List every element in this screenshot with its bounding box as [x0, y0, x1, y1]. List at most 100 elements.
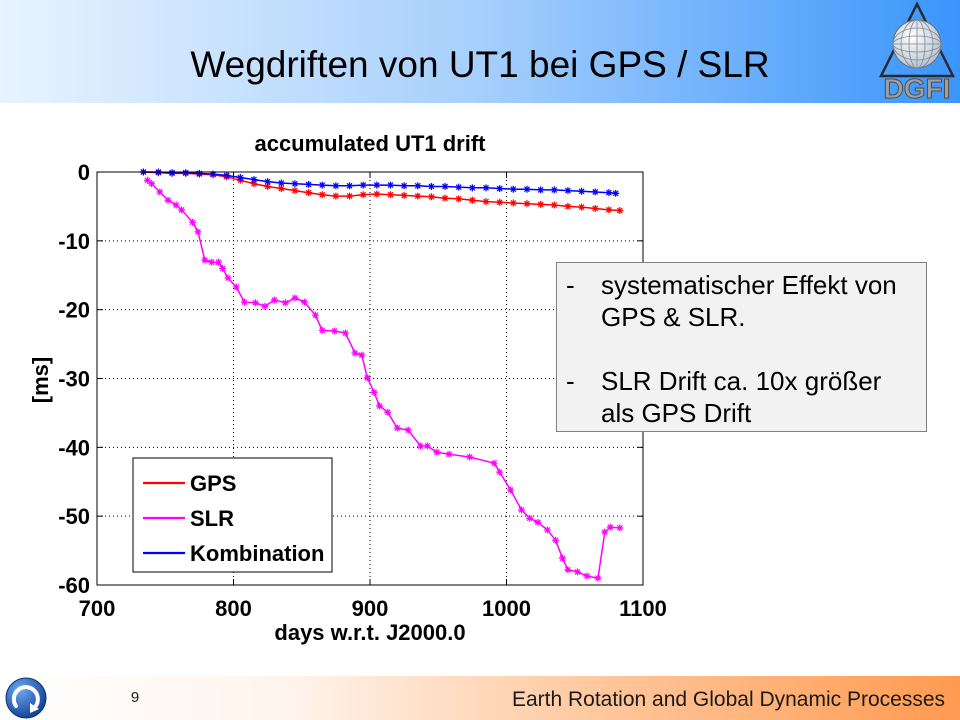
kombination-marker [468, 184, 476, 192]
slr-marker [558, 554, 566, 562]
slr-marker [552, 536, 560, 544]
slr-marker [526, 514, 534, 522]
slr-series [144, 176, 624, 582]
slr-marker [490, 459, 498, 467]
kombination-marker [441, 182, 449, 190]
slr-marker [208, 258, 216, 266]
kombination-marker [305, 180, 313, 188]
dgfi-logo: DGFI [878, 1, 956, 103]
gps-marker [605, 206, 613, 214]
gps-marker [578, 203, 586, 211]
slr-marker [311, 311, 319, 319]
kombination-marker [427, 182, 435, 190]
x-axis-label: days w.r.t. J2000.0 [274, 620, 465, 645]
kombination-marker [373, 181, 381, 189]
kombination-marker [195, 169, 203, 177]
y-axis-label: [ms] [28, 357, 53, 403]
gps-marker [537, 200, 545, 208]
y-tick-label: -60 [58, 573, 90, 598]
slr-marker [164, 196, 172, 204]
slr-marker [261, 302, 269, 310]
ut1-drift-chart: accumulated UT1 drift 700 800 900 1000 1100 0… [28, 131, 667, 645]
kombination-marker [537, 186, 545, 194]
y-tick-label: -10 [58, 229, 90, 254]
slr-marker [616, 524, 624, 532]
slr-marker [466, 453, 474, 461]
gps-marker [564, 202, 572, 210]
gps-marker [291, 187, 299, 195]
y-tick-label: -50 [58, 504, 90, 529]
y-tick-label: 0 [78, 160, 90, 185]
slr-marker [496, 468, 504, 476]
slr-marker [445, 450, 453, 458]
bullet-text: SLR Drift ca. 10x größer als GPS Drift [601, 366, 882, 428]
gps-marker [318, 191, 326, 199]
slr-marker [404, 426, 412, 434]
gps-marker [550, 201, 558, 209]
gps-marker [523, 200, 531, 208]
kombination-marker [332, 182, 340, 190]
slr-marker [384, 408, 392, 416]
slr-marker [363, 374, 371, 382]
gps-marker [441, 194, 449, 202]
gps-marker [305, 189, 313, 197]
legend: GPS SLR Kombination [132, 457, 333, 573]
gps-marker [616, 207, 624, 215]
x-tick-label: 1100 [619, 596, 667, 621]
slr-marker [172, 201, 180, 209]
gps-marker [509, 199, 517, 207]
gps-marker [250, 180, 258, 188]
kombination-marker [318, 181, 326, 189]
bullet-item: - systematischer Effekt von GPS & SLR. [566, 269, 913, 333]
slr-marker [194, 228, 202, 236]
kombination-marker [550, 186, 558, 194]
kombination-marker [414, 182, 422, 190]
gps-marker [264, 182, 272, 190]
legend-label-gps: GPS [190, 471, 236, 496]
gps-marker [346, 192, 354, 200]
gps-marker [427, 193, 435, 201]
slr-marker [270, 296, 278, 304]
kombination-marker [291, 180, 299, 188]
gps-marker [414, 192, 422, 200]
kombination-marker [523, 185, 531, 193]
gps-marker [496, 198, 504, 206]
axis-ticks [96, 171, 644, 586]
slr-marker [417, 442, 425, 450]
kombination-marker [612, 189, 620, 197]
notes-box: - systematischer Effekt von GPS & SLR. -… [556, 262, 927, 432]
bullet-text: systematischer Effekt von GPS & SLR. [601, 270, 897, 332]
kombination-marker [209, 170, 217, 178]
slr-marker [214, 258, 222, 266]
kombination-marker [386, 181, 394, 189]
slr-marker [144, 176, 152, 184]
x-tick-label: 700 [79, 596, 116, 621]
tick-labels: 700 800 900 1000 1100 0 -10 -20 -30 -40 -50 -60 [58, 160, 667, 621]
kombination-marker [400, 182, 408, 190]
slr-marker [219, 264, 227, 272]
slr-marker [331, 327, 339, 335]
kombination-marker [250, 176, 258, 184]
slr-marker [564, 566, 572, 574]
slr-marker [148, 180, 156, 188]
legend-entries: GPS SLR Kombination [143, 471, 324, 566]
gps-marker [455, 195, 463, 203]
slr-marker [507, 486, 515, 494]
kombination-marker [564, 187, 572, 195]
x-tick-label: 900 [352, 596, 389, 621]
kombination-marker [182, 169, 190, 177]
gps-marker [482, 198, 490, 206]
kombination-marker [591, 188, 599, 196]
page-number: 9 [130, 689, 140, 706]
gps-marker [468, 196, 476, 204]
kombination-marker [346, 182, 354, 190]
footer-bar [0, 676, 960, 720]
chart-title: accumulated UT1 drift [254, 131, 486, 156]
slr-marker [240, 298, 248, 306]
kombination-marker [578, 187, 586, 195]
slr-marker [433, 448, 441, 456]
x-tick-label: 800 [215, 596, 252, 621]
slr-marker [341, 329, 349, 337]
slr-marker [601, 528, 609, 536]
kombination-marker [168, 169, 176, 177]
